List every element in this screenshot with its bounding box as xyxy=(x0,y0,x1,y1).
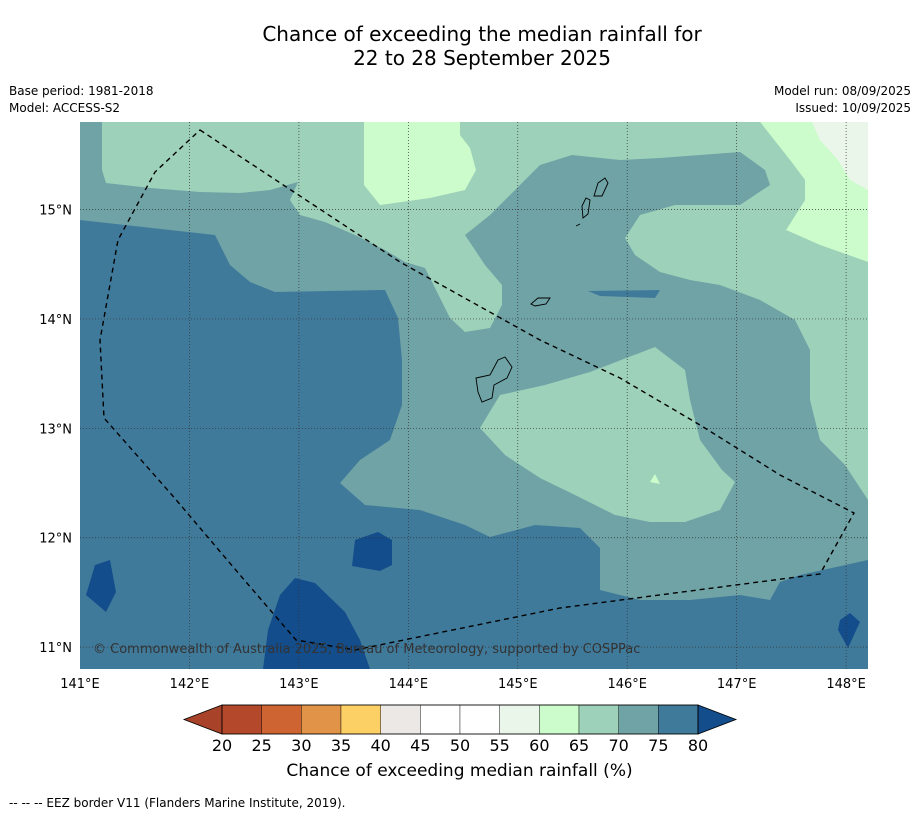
colorbar-title: Chance of exceeding median rainfall (%) xyxy=(286,761,633,781)
lon-tick-label: 142°E xyxy=(170,677,210,692)
colorbar-tick: 40 xyxy=(370,736,391,755)
lon-tick-label: 144°E xyxy=(389,677,429,692)
island-saipan xyxy=(593,177,609,197)
lat-tick-label: 14°N xyxy=(39,313,72,328)
lon-tick-labels: 141°E 142°E 143°E 144°E 145°E 146°E 147°E 148°E xyxy=(60,677,866,692)
colorbar xyxy=(182,704,738,735)
island-tinian xyxy=(581,197,591,219)
colorbar-segment xyxy=(261,704,302,735)
colorbar-segment xyxy=(618,704,659,735)
meta-right: Model run: 08/09/2025 Issued: 10/09/2025 xyxy=(774,83,911,117)
lon-tick-label: 145°E xyxy=(498,677,538,692)
eez-border xyxy=(99,129,855,651)
colorbar-outline xyxy=(221,704,699,735)
island-rota xyxy=(530,297,551,307)
base-period: Base period: 1981-2018 xyxy=(9,84,154,98)
map-title: Chance of exceeding the median rainfall … xyxy=(0,22,919,70)
colorbar-segment xyxy=(539,704,580,735)
island-aguijan xyxy=(575,223,581,227)
colorbar-segment xyxy=(380,704,421,735)
colorbar-tick: 55 xyxy=(489,736,510,755)
colorbar-segment xyxy=(459,704,500,735)
lat-tick-label: 13°N xyxy=(39,422,72,437)
lat-tick-labels: 11°N 12°N 13°N 14°N 15°N xyxy=(39,204,72,657)
lon-tick-label: 146°E xyxy=(607,677,647,692)
colorbar-extend-low xyxy=(182,704,223,735)
contour-65-70-nw xyxy=(102,122,298,193)
title-line-1: Chance of exceeding the median rainfall … xyxy=(262,22,702,46)
colorbar-segment xyxy=(420,704,461,735)
lat-tick-label: 15°N xyxy=(39,204,72,219)
colorbar-segment xyxy=(658,704,699,735)
island-guam xyxy=(475,356,513,403)
contour-75-80-main xyxy=(80,220,868,669)
meta-left: Base period: 1981-2018 Model: ACCESS-S2 xyxy=(9,83,154,117)
contour-60-65-dot xyxy=(650,474,660,484)
colorbar-tick: 75 xyxy=(648,736,669,755)
colorbar-segment xyxy=(221,704,262,735)
rainfall-contours xyxy=(80,122,868,669)
colorbar-tick: 65 xyxy=(568,736,590,755)
title-line-2: 22 to 28 September 2025 xyxy=(353,46,611,70)
contour-75-80-strip xyxy=(588,290,660,298)
model-run: Model run: 08/09/2025 xyxy=(773,84,911,98)
eez-footnote: -- -- -- EEZ border V11 (Flanders Marine… xyxy=(9,796,346,810)
colorbar-tick: 35 xyxy=(330,736,352,755)
colorbar-tick: 45 xyxy=(410,736,431,755)
colorbar-tick: 20 xyxy=(211,736,233,755)
colorbar-tick: 80 xyxy=(687,736,709,755)
contour-80-plus-west xyxy=(86,560,116,612)
colorbar-segment xyxy=(499,704,540,735)
lon-tick-label: 141°E xyxy=(60,677,100,692)
lon-tick-label: 147°E xyxy=(717,677,757,692)
contour-60-65-north xyxy=(364,122,476,205)
colorbar-tick: 70 xyxy=(608,736,629,755)
contour-65-70-north xyxy=(290,122,868,500)
colorbar-segment xyxy=(340,704,381,735)
contour-55-60-ne xyxy=(812,122,868,190)
lat-tick-label: 12°N xyxy=(39,532,72,547)
colorbar-tick: 60 xyxy=(529,736,550,755)
contour-65-70-se xyxy=(480,347,735,522)
colorbar-tick: 50 xyxy=(449,736,471,755)
colorbar-tick: 30 xyxy=(291,736,312,755)
contour-80-plus-mid xyxy=(352,532,392,571)
contour-80-plus-south xyxy=(263,578,370,669)
copyright-text: © Commonwealth of Australia 2025, Bureau… xyxy=(93,642,640,657)
lon-tick-label: 148°E xyxy=(826,677,866,692)
lon-tick-label: 143°E xyxy=(279,677,319,692)
colorbar-segment xyxy=(301,704,342,735)
issued-date: Issued: 10/09/2025 xyxy=(795,101,911,115)
colorbar-segment xyxy=(578,704,619,735)
gridlines xyxy=(80,122,868,669)
islands xyxy=(475,177,609,403)
contour-80-plus-east xyxy=(838,613,860,648)
lat-tick-label: 11°N xyxy=(39,641,72,656)
model-name: Model: ACCESS-S2 xyxy=(9,101,121,115)
colorbar-tick: 25 xyxy=(251,736,272,755)
colorbar-extend-high xyxy=(697,704,738,735)
